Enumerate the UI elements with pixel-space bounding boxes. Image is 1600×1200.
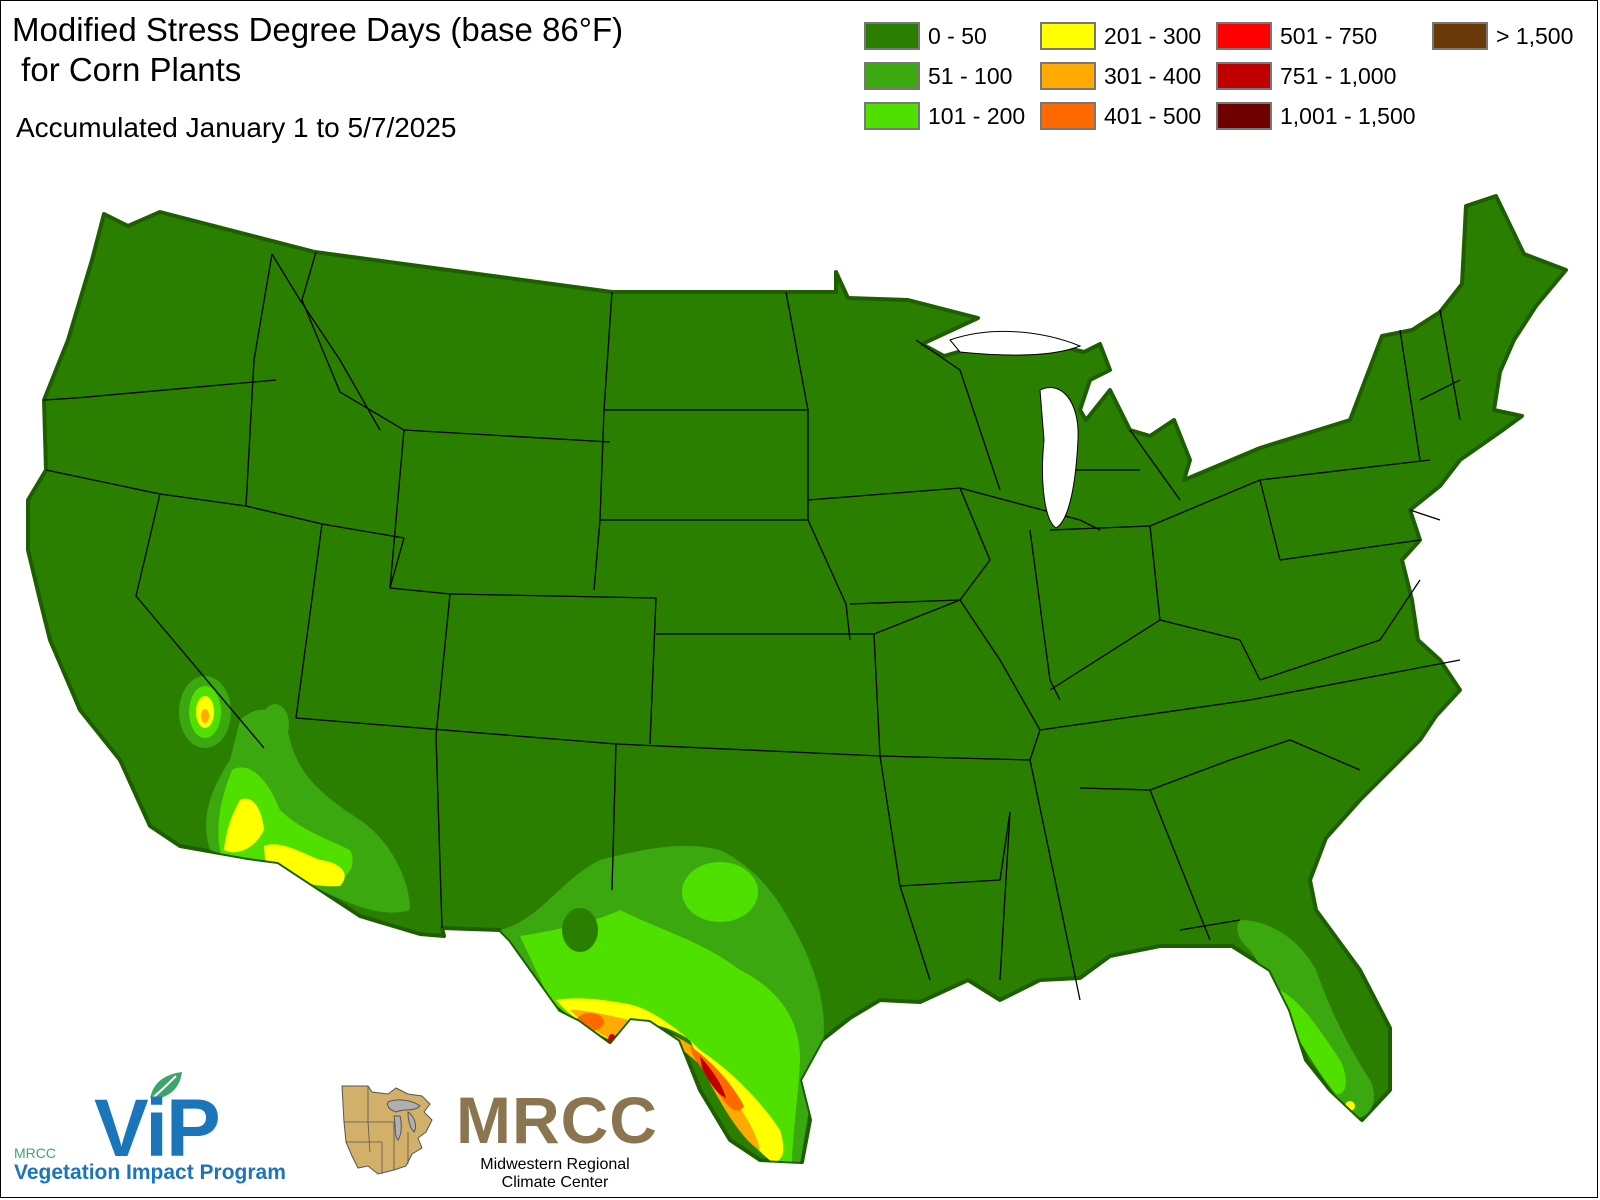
vip-program-name: Vegetation Impact Program — [14, 1161, 286, 1184]
legend-swatch — [864, 62, 920, 90]
state-border — [271, 253, 381, 431]
tx-spot-751-1000 — [700, 1056, 726, 1098]
legend-swatch — [1216, 102, 1272, 130]
vip-mrcc-label: MRCC — [14, 1145, 56, 1161]
sw-band-201-300 — [224, 798, 264, 853]
legend-swatch — [864, 102, 920, 130]
legend-label: 0 - 50 — [928, 22, 987, 49]
state-border — [915, 339, 1001, 491]
legend-label: > 1,500 — [1496, 22, 1574, 49]
state-border — [807, 487, 991, 605]
leaf-icon — [149, 1072, 182, 1101]
state-border — [1029, 529, 1051, 681]
fl-band-101-200 — [1280, 990, 1346, 1095]
legend-swatch — [1216, 62, 1272, 90]
state-border — [449, 593, 657, 599]
map-title: Modified Stress Degree Days (base 86°F) … — [12, 10, 623, 90]
legend-swatch — [1216, 22, 1272, 50]
mrcc-name-line-2: Climate Center — [501, 1174, 609, 1191]
state-border — [1029, 759, 1081, 1001]
legend-label: 201 - 300 — [1104, 22, 1202, 49]
legend-label: 401 - 500 — [1104, 102, 1202, 129]
legend-item: 501 - 750 — [1216, 20, 1377, 52]
tx-central-101-200 — [682, 862, 758, 922]
great-lake — [949, 330, 1082, 356]
title-line-1: Modified Stress Degree Days (base 86°F) — [12, 11, 624, 48]
legend-item: 201 - 300 — [1040, 20, 1201, 52]
state-border — [1159, 619, 1261, 681]
legend-swatch — [1040, 62, 1096, 90]
us-outline — [26, 194, 1568, 1164]
state-border — [1279, 539, 1421, 561]
state-border — [1179, 919, 1241, 931]
state-border — [1129, 429, 1181, 501]
legend-label: 501 - 750 — [1280, 22, 1378, 49]
legend-item: 0 - 50 — [864, 20, 987, 52]
legend-label: 101 - 200 — [928, 102, 1026, 129]
state-border — [389, 429, 405, 589]
state-border — [1259, 579, 1421, 681]
legend-swatch — [1432, 22, 1488, 50]
state-border — [301, 251, 405, 431]
state-border — [1049, 679, 1061, 701]
state-border — [1409, 509, 1441, 521]
state-border — [1439, 309, 1461, 421]
state-border — [1049, 619, 1161, 691]
great-lake — [1039, 387, 1079, 529]
legend-item: 51 - 100 — [864, 60, 1012, 92]
mrcc-name-line-1: Midwestern Regional — [480, 1156, 630, 1173]
legend-item: > 1,500 — [1432, 20, 1573, 52]
state-border — [1399, 329, 1421, 461]
state-border — [593, 291, 613, 591]
legend-item: 1,001 - 1,500 — [1216, 100, 1416, 132]
legend-label: 1,001 - 1,500 — [1280, 102, 1416, 129]
mrcc-logo: MRCC Midwestern Regional Climate Center — [338, 1082, 678, 1192]
state-border — [1039, 659, 1461, 731]
legend-label: 751 - 1,000 — [1280, 62, 1397, 89]
state-border — [600, 519, 851, 641]
tx-west-0-50 — [562, 908, 598, 952]
state-border — [999, 811, 1011, 981]
title-line-2: for Corn Plants — [12, 51, 242, 88]
legend-swatch — [864, 22, 920, 50]
legend-label: 301 - 400 — [1104, 62, 1202, 89]
legend-item: 101 - 200 — [864, 100, 1025, 132]
state-border — [899, 885, 931, 981]
legend-label: 51 - 100 — [928, 62, 1013, 89]
legend-swatch — [1040, 102, 1096, 130]
sw-band-101-200 — [218, 767, 353, 883]
state-border — [43, 379, 277, 401]
state-border — [403, 429, 611, 443]
state-border — [1079, 739, 1361, 791]
legend-swatch — [1040, 22, 1096, 50]
state-border — [1149, 789, 1211, 941]
legend-item: 301 - 400 — [1040, 60, 1201, 92]
sw-spot-51-100 — [261, 704, 289, 744]
state-border — [785, 291, 809, 520]
state-border — [1259, 459, 1431, 481]
state-border — [435, 735, 443, 929]
state-borders — [43, 251, 1461, 1001]
vip-mark: ViP — [94, 1083, 221, 1174]
legend-item: 401 - 500 — [1040, 100, 1201, 132]
state-border — [135, 493, 265, 749]
legend-item: 751 - 1,000 — [1216, 60, 1396, 92]
death-valley-301-400 — [201, 709, 209, 723]
vip-logo: MRCC ViP Vegetation Impact Program — [14, 1070, 334, 1190]
map-subtitle: Accumulated January 1 to 5/7/2025 — [16, 112, 457, 143]
midwest-region-icon — [341, 1085, 433, 1175]
state-border — [649, 597, 657, 745]
state-border — [245, 253, 273, 507]
mrcc-mark: MRCC — [456, 1083, 658, 1157]
state-border — [959, 487, 1101, 531]
state-border — [873, 599, 1041, 761]
